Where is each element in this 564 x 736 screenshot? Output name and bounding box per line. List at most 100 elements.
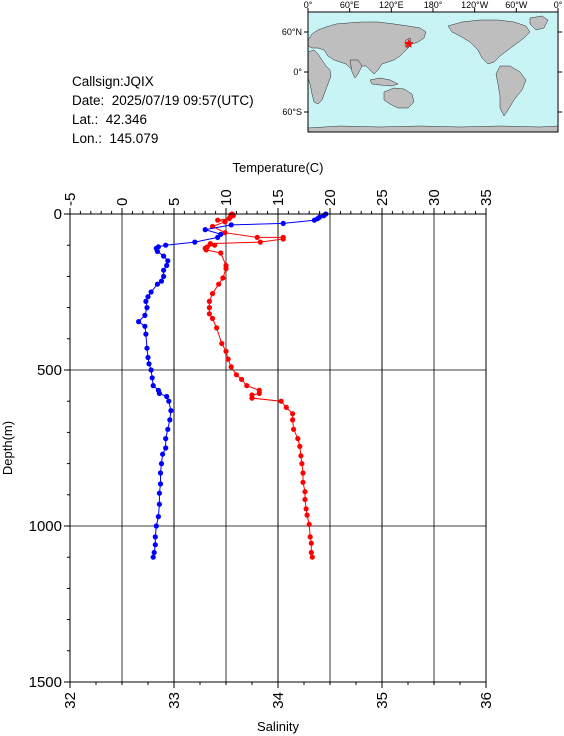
temperature-point (244, 383, 250, 389)
land-greenland (529, 15, 549, 31)
salinity-point (161, 273, 167, 279)
temperature-point (304, 512, 310, 518)
salinity-point (150, 554, 156, 560)
salinity-point (228, 222, 234, 228)
plot-grid (69, 213, 487, 683)
salinity-point (145, 294, 151, 300)
salinity-series (136, 211, 329, 560)
temperature-point (283, 404, 289, 410)
salinity-point (146, 361, 152, 367)
map-lat-label: 60°N (282, 27, 302, 37)
temperature-point (295, 436, 301, 442)
land-antarctica (307, 125, 559, 133)
map-lat-label: 60°S (282, 107, 302, 117)
temperature-point (306, 521, 312, 528)
temperature-point (239, 376, 245, 382)
salinity-point (163, 436, 169, 442)
land-south-america (495, 65, 527, 117)
temperature-tick-label: -5 (62, 193, 79, 206)
salinity-point (160, 451, 166, 457)
temperature-line (204, 213, 313, 558)
salinity-point (158, 461, 165, 467)
salinity-point (202, 227, 208, 233)
temperature-tick-label: 20 (322, 189, 339, 206)
temperature-point (209, 315, 216, 322)
salinity-point (144, 305, 150, 311)
temperature-tick-label: 35 (478, 189, 495, 206)
temperature-point (256, 390, 262, 396)
salinity-tick-label: 33 (166, 692, 183, 709)
date-text: Date: 2025/07/19 09:57(UTC) (72, 93, 254, 108)
salinity-point (163, 242, 169, 248)
temperature-point (254, 234, 260, 240)
map-ticks (304, 8, 562, 113)
temperature-point (228, 364, 234, 370)
temperature-point (223, 266, 229, 272)
temperature-point (209, 291, 216, 297)
station-info: Callsign:JQIX Date: 2025/07/19 09:57(UTC… (72, 72, 254, 148)
map-labels: 0° 60°E 120°E 180° 120°W 60°W 0° 60°N 0° 60°S (282, 0, 563, 117)
map-lon-label: 60°W (505, 0, 528, 10)
temperature-point (298, 453, 304, 459)
salinity-point (152, 534, 158, 540)
temperature-point (280, 236, 286, 242)
map-lon-label: 120°W (461, 0, 489, 10)
temperature-point (218, 250, 224, 256)
temperature-point (249, 395, 255, 401)
profile-plot: -5 0 5 10 15 20 25 30 35 32 33 34 35 36 050010001500… (0, 160, 495, 734)
temperature-point (216, 281, 222, 287)
salinity-tick-label: 35 (374, 692, 391, 709)
salinity-point (280, 220, 286, 226)
salinity-point (215, 234, 221, 240)
plot-series (136, 211, 329, 560)
salinity-point (154, 248, 160, 254)
callsign-text: Callsign:JQIX (72, 74, 154, 89)
temperature-point (206, 305, 212, 311)
salinity-point (142, 312, 148, 318)
temperature-tick-label: 0 (114, 198, 131, 206)
temperature-point (215, 217, 221, 223)
station-marker-icon (403, 38, 414, 48)
temperature-point (207, 241, 213, 247)
temperature-tick-label: 25 (374, 189, 391, 206)
depth-tick-label: 1500 (29, 674, 62, 691)
temperature-point (308, 540, 314, 546)
temperature-point (278, 398, 284, 404)
depth-axis: 0 500 1000 1500 (29, 206, 70, 691)
temperature-point (309, 554, 315, 560)
temperature-point (214, 325, 220, 331)
salinity-tick-label: 34 (270, 692, 287, 709)
salinity-point (166, 398, 172, 404)
land-africa (307, 49, 332, 105)
location-map: 0° 60°E 120°E 180° 120°W 60°W 0° 60°N 0° 60°S (282, 0, 563, 133)
salinity-tick-label: 32 (62, 692, 79, 709)
map-lon-label: 0° (554, 0, 563, 10)
salinity-point (143, 331, 149, 337)
salinity-point (156, 501, 162, 507)
temperature-axis-label: Temperature(C) (232, 160, 323, 175)
depth-tick-label: 500 (37, 362, 62, 379)
temperature-point (222, 219, 228, 225)
latitude-text: Lat.: 42.346 (72, 112, 148, 127)
salinity-point (165, 426, 171, 432)
salinity-point (153, 523, 159, 529)
temperature-point (300, 479, 306, 485)
salinity-point (152, 542, 158, 548)
temperature-point (226, 216, 232, 222)
temperature-point (308, 549, 314, 556)
temperature-tick-label: 10 (218, 189, 235, 206)
salinity-point (161, 267, 167, 273)
salinity-point (144, 345, 150, 351)
salinity-point (192, 239, 198, 245)
salinity-point (311, 217, 317, 223)
temperature-point (257, 239, 263, 245)
salinity-point (157, 470, 164, 476)
temperature-point (223, 348, 229, 354)
temperature-point (219, 340, 225, 347)
salinity-point (148, 367, 154, 373)
temperature-point (307, 534, 313, 540)
temperature-point (222, 230, 228, 236)
land-india (349, 59, 363, 79)
temperature-point (302, 496, 308, 503)
